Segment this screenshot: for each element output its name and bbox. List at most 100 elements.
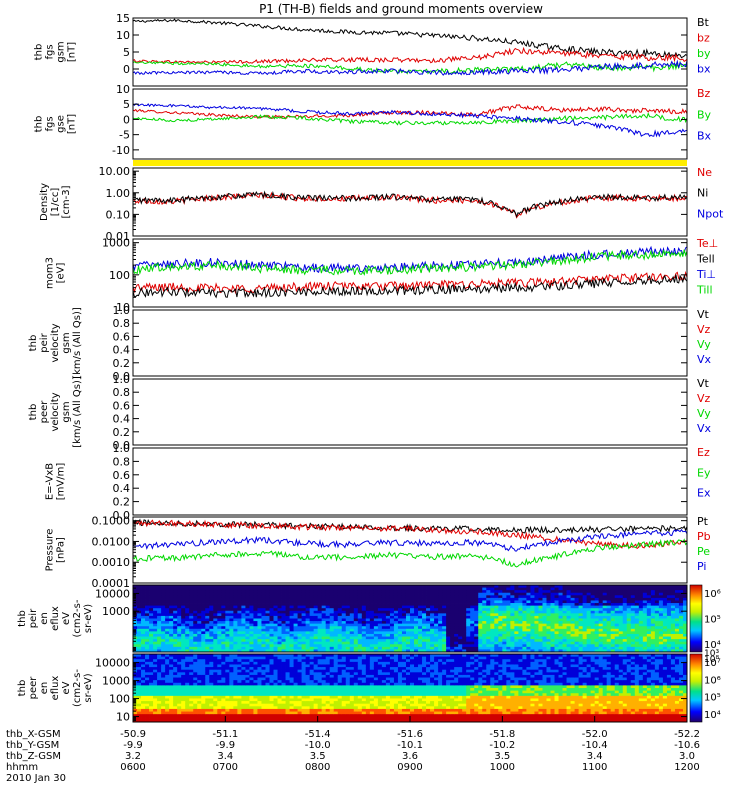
spectrogram-cell bbox=[297, 618, 302, 622]
spectrogram-cell bbox=[273, 716, 278, 720]
spectrogram-cell bbox=[650, 636, 656, 640]
spectrogram-cell bbox=[418, 585, 423, 588]
spectrogram-cell bbox=[458, 585, 463, 588]
spectrogram-cell bbox=[157, 693, 162, 697]
spectrogram-cell bbox=[385, 646, 391, 650]
spectrogram-cell bbox=[474, 641, 479, 645]
spectrogram-cell bbox=[526, 610, 531, 614]
spectrogram-cell bbox=[470, 605, 475, 609]
spectrogram-cell bbox=[193, 716, 198, 720]
spectrogram-cell bbox=[225, 592, 230, 596]
spectrogram-cell bbox=[662, 639, 668, 643]
spectrogram-cell bbox=[233, 613, 238, 617]
spectrogram-cell bbox=[490, 626, 495, 630]
spectrogram-cell bbox=[197, 610, 202, 614]
spectrogram-cell bbox=[550, 626, 555, 630]
spectrogram-cell bbox=[626, 621, 632, 625]
spectrogram-cell bbox=[257, 695, 262, 699]
spectrogram-cell bbox=[333, 623, 339, 627]
spectrogram-cell bbox=[221, 626, 226, 630]
spectrogram-cell bbox=[546, 621, 551, 625]
spectrogram-cell bbox=[554, 613, 559, 617]
spectrogram-cell bbox=[217, 595, 222, 599]
spectrogram-cell bbox=[265, 716, 270, 720]
spectrogram-cell bbox=[153, 711, 158, 715]
spectrogram-cell bbox=[450, 618, 455, 622]
spectrogram-cell bbox=[670, 605, 676, 609]
spectrogram-cell bbox=[289, 669, 294, 673]
spectrogram-cell bbox=[385, 605, 391, 609]
spectrogram-cell bbox=[602, 605, 608, 609]
spectrogram-cell bbox=[353, 633, 359, 637]
spectrogram-cell bbox=[249, 656, 254, 660]
spectrogram-cell bbox=[602, 621, 608, 625]
spectrogram-cell bbox=[273, 641, 278, 645]
spectrogram-cell bbox=[418, 610, 423, 614]
spectrogram-cell bbox=[205, 592, 210, 596]
spectrogram-cell bbox=[598, 605, 604, 609]
spectrogram-cell bbox=[546, 641, 551, 645]
spectrogram-cell bbox=[630, 621, 636, 625]
spectrogram-cell bbox=[365, 603, 371, 607]
spectrogram-cell bbox=[658, 608, 664, 612]
spectrogram-cell bbox=[141, 636, 146, 640]
spectrogram-cell bbox=[401, 605, 407, 609]
spectrogram-cell bbox=[285, 711, 290, 715]
spectrogram-cell bbox=[410, 646, 415, 650]
spectrogram-cell bbox=[297, 682, 302, 686]
spectrogram-cell bbox=[426, 585, 431, 588]
spectrogram-cell bbox=[546, 644, 551, 648]
spectrogram-cell bbox=[285, 708, 290, 712]
spectrogram-cell bbox=[574, 641, 579, 645]
y-label-peir_velocity-1: peir bbox=[39, 332, 50, 352]
spectrogram-cell bbox=[157, 659, 162, 663]
spectrogram-cell bbox=[281, 621, 286, 625]
spectrogram-cell bbox=[149, 587, 154, 591]
spectrogram-cell bbox=[245, 695, 250, 699]
spectrogram-cell bbox=[253, 631, 258, 635]
spectrogram-cell bbox=[249, 595, 254, 599]
spectrogram-cell bbox=[442, 585, 447, 588]
spectrogram-cell bbox=[245, 615, 250, 619]
spectrogram-cell bbox=[654, 636, 660, 640]
spectrogram-cell bbox=[237, 613, 242, 617]
spectrogram-cell bbox=[626, 618, 632, 622]
spectrogram-cell bbox=[169, 695, 174, 699]
spectrogram-cell bbox=[229, 693, 234, 697]
spectrogram-cell bbox=[618, 646, 624, 650]
spectrogram-cell bbox=[149, 595, 154, 599]
spectrogram-cell bbox=[217, 590, 222, 594]
spectrogram-cell bbox=[438, 608, 443, 612]
spectrogram-cell bbox=[285, 636, 290, 640]
spectrogram-cell bbox=[401, 592, 407, 596]
spectrogram-cell bbox=[141, 698, 146, 702]
spectrogram-cell bbox=[221, 698, 226, 702]
spectrogram-cell bbox=[514, 587, 519, 591]
spectrogram-cell bbox=[165, 639, 170, 643]
spectrogram-cell bbox=[185, 672, 190, 676]
spectrogram-cell bbox=[454, 587, 459, 591]
spectrogram-cell bbox=[369, 587, 375, 591]
spectrogram-cell bbox=[325, 585, 331, 588]
spectrogram-cell bbox=[293, 628, 298, 632]
spectrogram-cell bbox=[301, 615, 307, 619]
spectrogram-cell bbox=[289, 706, 294, 710]
spectrogram-cell bbox=[538, 605, 543, 609]
spectrogram-cell bbox=[510, 608, 515, 612]
spectrogram-cell bbox=[281, 693, 286, 697]
spectrogram-cell bbox=[353, 613, 359, 617]
spectrogram-cell bbox=[237, 667, 242, 671]
spectrogram-cell bbox=[361, 636, 367, 640]
spectrogram-cell bbox=[662, 590, 668, 594]
spectrogram-cell bbox=[293, 690, 298, 694]
spectrogram-cell bbox=[249, 701, 254, 705]
spectrogram-cell bbox=[598, 633, 604, 637]
spectrogram-cell bbox=[393, 592, 399, 596]
spectrogram-cell bbox=[181, 714, 186, 718]
spectrogram-cell bbox=[249, 605, 254, 609]
spectrogram-cell bbox=[618, 633, 624, 637]
spectrogram-cell bbox=[177, 595, 182, 599]
spectrogram-cell bbox=[165, 711, 170, 715]
spectrogram-cell bbox=[137, 706, 142, 710]
spectrogram-cell bbox=[442, 610, 447, 614]
